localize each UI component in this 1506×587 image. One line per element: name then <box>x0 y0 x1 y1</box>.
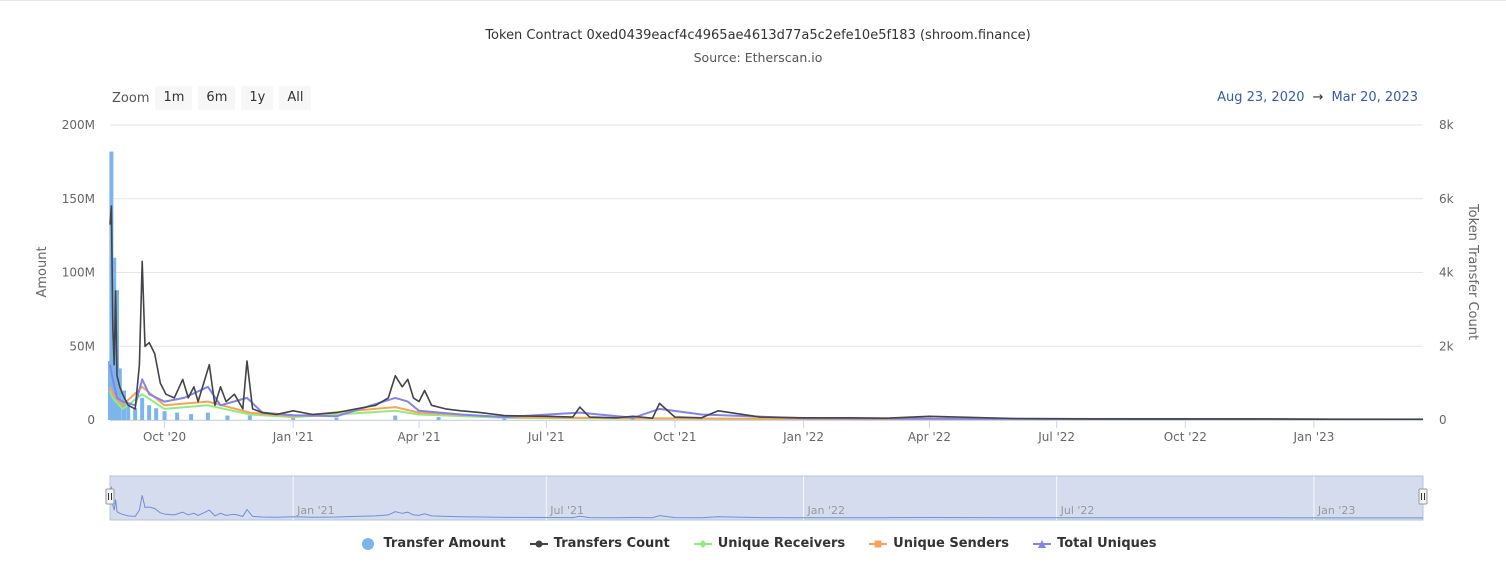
x-tick-label: Jan '23 <box>1292 430 1334 444</box>
line-square-marker-icon <box>869 540 888 547</box>
right-axis: 0 2k 4k 6k 8k <box>1439 118 1454 427</box>
zoom-1y-button[interactable]: 1y <box>241 86 274 110</box>
transfer-amount-bar <box>502 418 507 420</box>
zoom-label: Zoom <box>112 90 150 106</box>
zoom-bar: Zoom 1m 6m 1y All <box>112 86 317 110</box>
transfer-amount-bar <box>291 417 296 420</box>
transfers-count-line <box>109 205 1423 421</box>
x-tick-label: Jul '21 <box>527 430 565 444</box>
right-tick-label: 2k <box>1439 339 1454 353</box>
total-uniques-line <box>109 364 1424 421</box>
x-tick-label: Jul '22 <box>1037 430 1075 444</box>
x-tick-label: Oct '21 <box>653 430 696 444</box>
legend-label-total-uniques: Total Uniques <box>1057 536 1157 551</box>
navigator-tick-label: Jan '23 <box>1317 504 1355 517</box>
unique-receivers-line <box>109 390 1424 421</box>
transfer-amount-bar <box>126 402 131 420</box>
right-tick-label: 0 <box>1439 413 1447 427</box>
legend-item-unique-receivers[interactable]: Unique Receivers <box>693 536 846 551</box>
transfer-amount-bar <box>630 418 635 420</box>
navigator[interactable]: Jan '21 Jul '21 Jan '22 Jul '22 Jan '23 <box>105 475 1428 521</box>
transfer-amount-bar <box>114 290 119 420</box>
x-tick-label: Apr '21 <box>397 430 440 444</box>
chart-title: Token Contract 0xed0439eacf4c4965ae4613d… <box>485 28 1031 43</box>
transfer-amount-bar <box>175 412 180 420</box>
x-tick-label: Oct '22 <box>1164 430 1207 444</box>
right-tick-label: 4k <box>1439 266 1454 280</box>
range-to-input[interactable]: Mar 20, 2023 <box>1331 90 1418 105</box>
zoom-all-button[interactable]: All <box>279 86 312 110</box>
legend-item-transfer-amount[interactable]: Transfer Amount <box>359 536 506 551</box>
right-axis-title: Token Transfer Count <box>1465 203 1480 340</box>
navigator-right-handle[interactable] <box>1418 488 1428 505</box>
line-diamond-marker-icon <box>693 539 712 548</box>
transfer-amount-bar <box>113 316 118 420</box>
transfer-amount-bar <box>205 412 210 420</box>
navigator-tick-label: Jul '21 <box>549 504 584 517</box>
left-tick-label: 150M <box>62 192 95 206</box>
transfer-amount-bar <box>112 257 117 420</box>
handle-body <box>1418 488 1428 505</box>
left-tick-label: 100M <box>62 266 95 280</box>
date-range-display: Aug 23, 2020 → Mar 20, 2023 <box>1217 90 1418 105</box>
legend-label-unique-senders: Unique Senders <box>893 536 1010 551</box>
line-circle-marker-icon <box>529 540 548 547</box>
navigator-tick-label: Jan '21 <box>296 504 334 517</box>
series-lines <box>109 205 1424 421</box>
transfer-amount-columns <box>108 151 1316 421</box>
navigator-tick-label: Jul '22 <box>1060 504 1095 517</box>
legend-label-transfers-count: Transfers Count <box>553 536 670 551</box>
legend-label-unique-receivers: Unique Receivers <box>717 536 846 551</box>
handle-body <box>105 488 115 505</box>
transfer-amount-bar <box>162 411 167 420</box>
range-arrow: → <box>1312 90 1324 105</box>
navigator-series-line <box>109 485 1423 519</box>
range-from-input[interactable]: Aug 23, 2020 <box>1217 90 1305 105</box>
grid-lines <box>110 124 1423 421</box>
transfer-amount-bar <box>109 151 114 421</box>
transfer-amount-bar <box>247 415 252 420</box>
transfer-amount-bar <box>133 408 138 420</box>
x-tick-label: Jan '21 <box>272 430 314 444</box>
left-tick-label: 0 <box>87 413 95 427</box>
transfer-amount-bar <box>334 417 339 420</box>
chart-subtitle: Source: Etherscan.io <box>693 50 823 65</box>
navigator-left-handle[interactable] <box>105 488 115 505</box>
x-tick-label: Jan '22 <box>782 430 824 444</box>
transfer-amount-bar <box>110 287 115 420</box>
transfer-amount-bar <box>121 390 126 420</box>
legend-item-unique-senders[interactable]: Unique Senders <box>869 536 1009 551</box>
navigator-tick-label: Jan '22 <box>807 504 845 517</box>
left-axis-title: Amount <box>35 246 50 297</box>
top-border <box>0 0 1506 1</box>
transfer-amount-bar <box>801 419 806 420</box>
legend: Transfer Amount Transfers Count Unique R… <box>0 536 1506 551</box>
zoom-1m-button[interactable]: 1m <box>155 86 193 110</box>
unique-senders-line <box>109 385 1424 421</box>
x-axis: Oct '20 Jan '21 Apr '21 Jul '21 Oct '21 Jan '… <box>110 420 1423 444</box>
legend-item-total-uniques[interactable]: Total Uniques <box>1033 536 1157 551</box>
line-triangle-marker-icon <box>1033 539 1052 548</box>
transfer-amount-bar <box>154 408 159 420</box>
left-tick-label: 200M <box>62 118 95 132</box>
navigator-selected-range <box>109 475 1424 521</box>
transfer-amount-bar <box>393 415 398 420</box>
transfer-amount-bar <box>436 417 441 420</box>
left-axis: 0 50M 100M 150M 200M <box>62 118 95 427</box>
circle-marker-icon <box>362 537 375 550</box>
x-tick-label: Apr '22 <box>908 430 951 444</box>
zoom-6m-button[interactable]: 6m <box>198 86 236 110</box>
right-tick-label: 6k <box>1439 192 1454 206</box>
transfer-amount-bar <box>225 415 230 420</box>
legend-label-transfer-amount: Transfer Amount <box>383 536 506 551</box>
transfer-amount-bar <box>147 405 152 420</box>
left-tick-label: 50M <box>69 339 95 353</box>
x-tick-label: Oct '20 <box>143 430 186 444</box>
transfer-amount-bar <box>117 368 122 420</box>
transfer-amount-bar <box>108 361 112 420</box>
transfer-amount-bar <box>140 397 145 420</box>
transfer-amount-bar <box>189 414 194 420</box>
right-tick-label: 8k <box>1439 118 1454 132</box>
legend-item-transfers-count[interactable]: Transfers Count <box>529 536 670 551</box>
